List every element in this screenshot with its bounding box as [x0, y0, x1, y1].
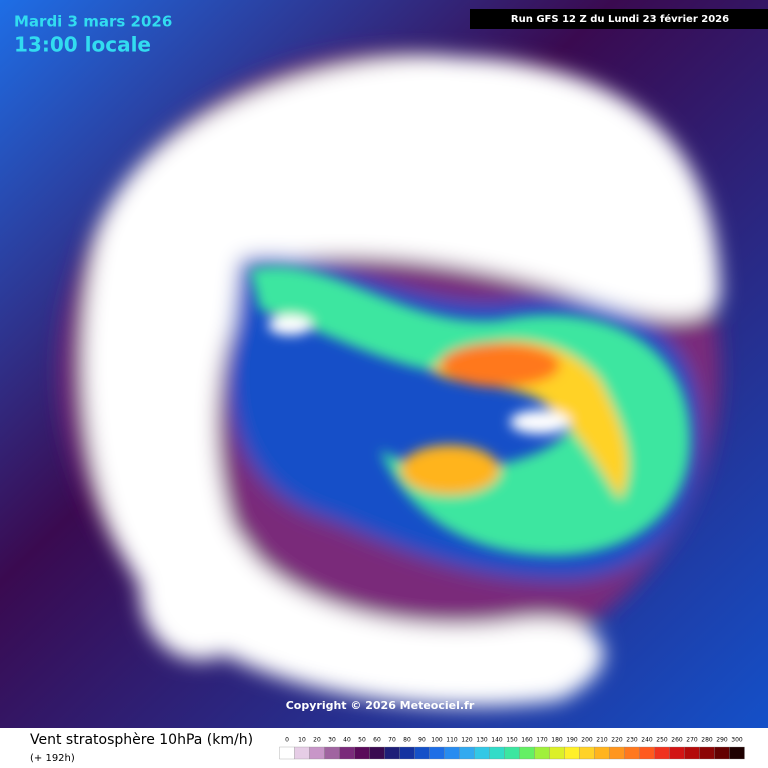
scale-swatch [309, 746, 325, 760]
scale-label: 230 [626, 737, 638, 744]
scale-label: 20 [313, 737, 321, 744]
scale-swatch [609, 746, 625, 760]
scale-swatch [684, 746, 700, 760]
scale-swatch [474, 746, 490, 760]
scale-label: 90 [418, 737, 426, 744]
scale-swatch [444, 746, 460, 760]
run-banner [470, 9, 768, 29]
scale-swatch [714, 746, 730, 760]
scale-label: 250 [656, 737, 668, 744]
scale-swatch [414, 746, 430, 760]
legend-title: Vent stratosphère 10hPa (km/h) [30, 732, 253, 748]
copyright: Copyright © 2026 Meteociel.fr [286, 699, 475, 712]
legend-subtitle: (+ 192h) [30, 753, 75, 764]
scale-swatch [624, 746, 640, 760]
scale-label: 110 [446, 737, 458, 744]
run-info: Run GFS 12 Z du Lundi 23 février 2026 [511, 13, 729, 25]
scale-swatch [294, 746, 310, 760]
color-scale: 0 10 20 30 40 50 60 70 80 90 100 110 120 130 140 150 160… [279, 737, 745, 760]
scale-label: 270 [686, 737, 698, 744]
scale-label: 150 [506, 737, 518, 744]
scale-label: 200 [581, 737, 593, 744]
scale-swatch [504, 746, 520, 760]
scale-label: 260 [671, 737, 683, 744]
scale-swatch [639, 746, 655, 760]
time-label: 13:00 locale [14, 33, 151, 57]
scale-label: 30 [328, 737, 336, 744]
scale-label: 100 [431, 737, 443, 744]
scale-swatch [324, 746, 340, 760]
scale-label: 130 [476, 737, 488, 744]
scale-swatch [279, 746, 295, 760]
scale-label: 140 [491, 737, 503, 744]
scale-label: 290 [716, 737, 728, 744]
scale-label: 160 [521, 737, 533, 744]
scale-swatch [519, 746, 535, 760]
scale-label: 60 [373, 737, 381, 744]
scale-swatch [354, 746, 370, 760]
scale-label: 280 [701, 737, 713, 744]
scale-swatch [654, 746, 670, 760]
scale-label: 170 [536, 737, 548, 744]
scale-swatch [399, 746, 415, 760]
scale-swatch [594, 746, 610, 760]
scale-label: 10 [298, 737, 306, 744]
scale-swatch [534, 746, 550, 760]
scale-label: 190 [566, 737, 578, 744]
scale-swatch [339, 746, 355, 760]
scale-label: 80 [403, 737, 411, 744]
date-label: Mardi 3 mars 2026 [14, 13, 172, 31]
scale-swatch [579, 746, 595, 760]
scale-swatch [489, 746, 505, 760]
scale-label: 220 [611, 737, 623, 744]
scale-label: 300 [731, 737, 743, 744]
scale-label: 120 [461, 737, 473, 744]
scale-label: 40 [343, 737, 351, 744]
scale-swatch [369, 746, 385, 760]
scale-label: 180 [551, 737, 563, 744]
scale-label: 240 [641, 737, 653, 744]
scale-swatch [459, 746, 475, 760]
scale-label: 70 [388, 737, 396, 744]
jet-stream [250, 266, 690, 556]
scale-swatch [669, 746, 685, 760]
scale-label: 210 [596, 737, 608, 744]
scale-swatch [384, 746, 400, 760]
scale-swatch [549, 746, 565, 760]
scale-swatch [729, 746, 745, 760]
scale-swatch [699, 746, 715, 760]
scale-label: 50 [358, 737, 366, 744]
scale-swatch [564, 746, 580, 760]
scale-swatch [429, 746, 445, 760]
scale-label: 0 [285, 737, 289, 744]
